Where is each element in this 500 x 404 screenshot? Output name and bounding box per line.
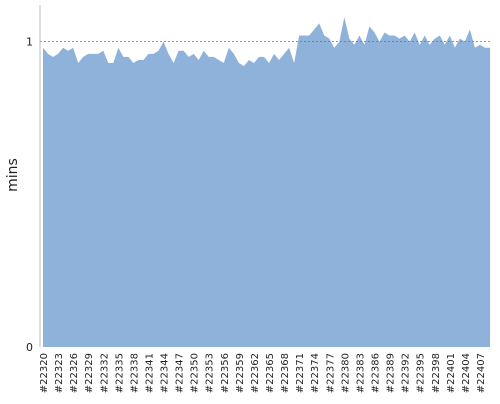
x-tick-label: #22356 — [220, 353, 231, 393]
x-tick-label: #22368 — [280, 353, 291, 393]
x-tick-label: #22371 — [295, 353, 306, 393]
x-tick-label: #22389 — [386, 353, 397, 393]
y-tick-label: 0 — [26, 341, 33, 354]
area — [43, 17, 490, 347]
x-tick-label: #22344 — [160, 353, 171, 393]
x-tick-label: #22365 — [265, 353, 276, 393]
x-tick-label: #22404 — [461, 353, 472, 393]
x-tick-label: #22350 — [190, 353, 201, 393]
x-tick-label: #22407 — [476, 353, 487, 393]
x-tick-label: #22374 — [310, 353, 321, 393]
x-tick-label: #22341 — [144, 353, 155, 393]
x-tick-label: #22386 — [370, 353, 381, 393]
x-tick-label: #22326 — [69, 353, 80, 393]
x-tick-label: #22362 — [250, 353, 261, 393]
x-tick-label: #22329 — [84, 353, 95, 393]
x-tick-label: #22359 — [235, 353, 246, 393]
x-tick-label: #22335 — [114, 353, 125, 393]
x-tick-label: #22398 — [431, 353, 442, 393]
y-tick-label: 1 — [26, 36, 33, 49]
x-tick-label: #22332 — [99, 353, 110, 393]
x-tick-label: #22377 — [325, 353, 336, 393]
x-tick-label: #22380 — [340, 353, 351, 393]
x-tick-label: #22338 — [129, 353, 140, 393]
x-tick-label: #22395 — [416, 353, 427, 393]
x-tick-label: #22347 — [175, 353, 186, 393]
x-tick-label: #22383 — [355, 353, 366, 393]
x-tick-label: #22323 — [54, 353, 65, 393]
x-tick-label: #22353 — [205, 353, 216, 393]
x-tick-label: #22392 — [401, 353, 412, 393]
x-tick-label: #22401 — [446, 353, 457, 393]
y-axis-label: mins — [5, 158, 21, 192]
x-tick-label: #22320 — [39, 353, 50, 393]
